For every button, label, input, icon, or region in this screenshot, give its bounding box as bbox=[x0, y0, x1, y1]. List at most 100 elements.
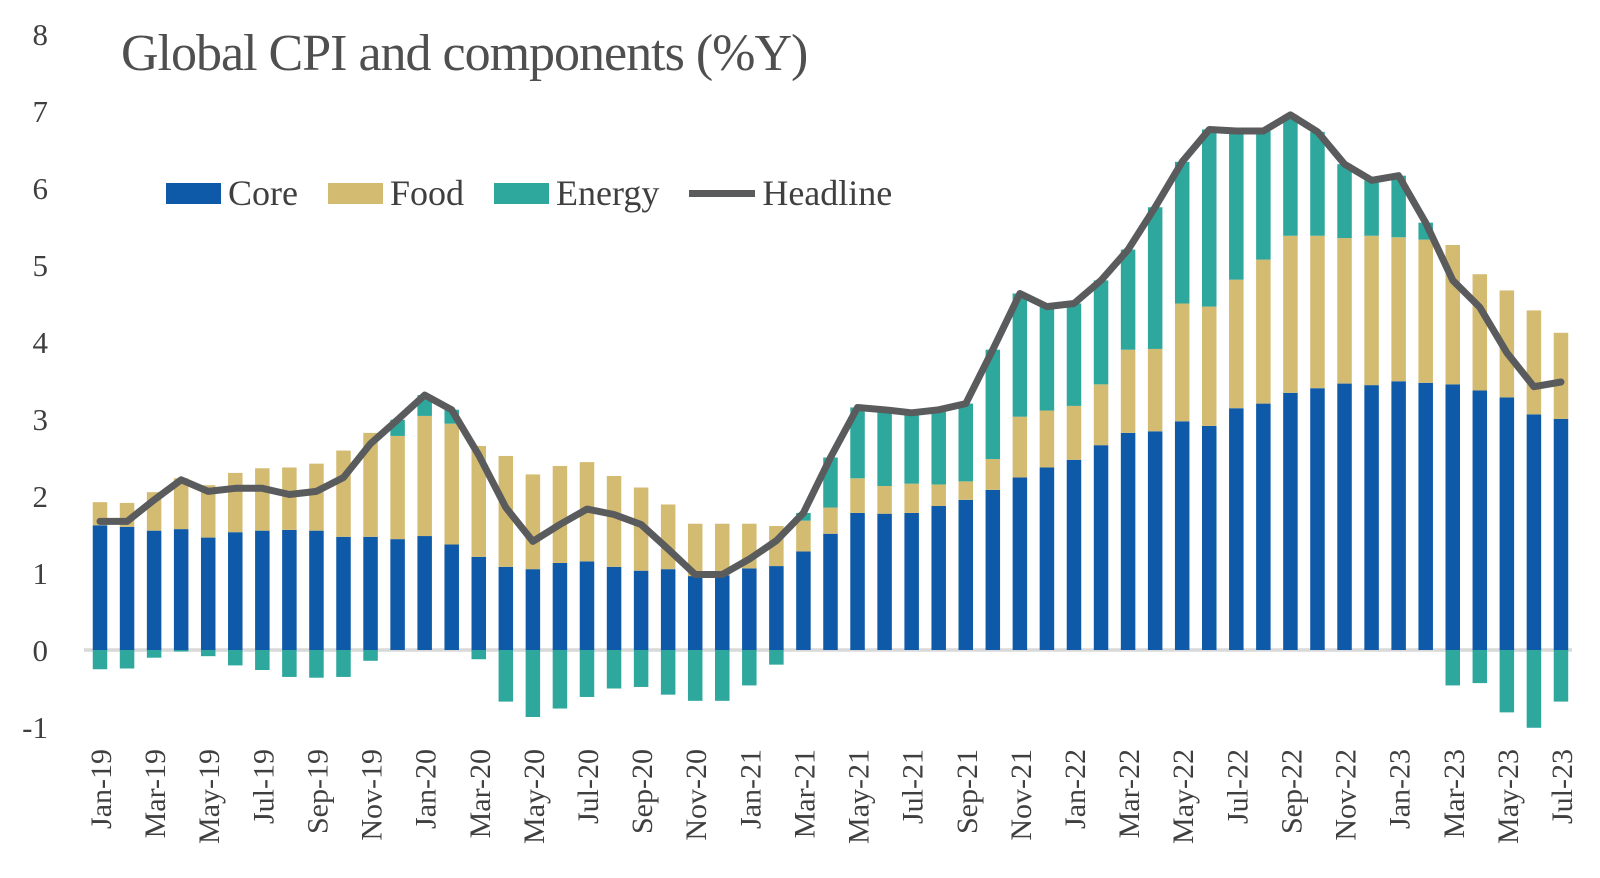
bar-segment-food bbox=[336, 450, 351, 537]
bar-segment-core bbox=[687, 576, 703, 650]
bar-segment-energy bbox=[255, 650, 270, 671]
bar-segment-food bbox=[1202, 306, 1217, 426]
bar-segment-core bbox=[796, 551, 811, 650]
legend-item-food: Food bbox=[327, 172, 464, 214]
x-axis-tick-label: Jul-21 bbox=[897, 749, 930, 824]
bar-segment-energy bbox=[1093, 280, 1109, 385]
x-axis-tick-label: Sep-20 bbox=[626, 749, 659, 834]
bar-segment-food bbox=[1256, 259, 1271, 404]
bar-segment-core bbox=[92, 525, 108, 650]
bar-segment-energy bbox=[146, 650, 162, 658]
x-axis-tick-label: Nov-20 bbox=[680, 749, 713, 841]
bar-segment-core bbox=[173, 529, 189, 650]
x-axis-tick-label: Jul-20 bbox=[572, 749, 605, 824]
bar-segment-core bbox=[200, 537, 216, 650]
x-axis-tick-label: Mar-19 bbox=[139, 749, 172, 838]
bar-segment-core bbox=[633, 570, 649, 650]
bar-segment-core bbox=[363, 536, 378, 650]
bar-segment-energy bbox=[498, 650, 514, 702]
bar-segment-food bbox=[850, 478, 865, 513]
bar-segment-core bbox=[1283, 392, 1298, 650]
bar-segment-food bbox=[1391, 237, 1406, 382]
bar-segment-energy bbox=[985, 349, 1001, 460]
bar-segment-food bbox=[417, 415, 432, 537]
bar-segment-core bbox=[1120, 432, 1136, 650]
bar-segment-core bbox=[958, 499, 974, 650]
bar-segment-energy bbox=[633, 650, 649, 687]
bar-segment-energy bbox=[742, 650, 757, 686]
x-axis-tick-label: Nov-19 bbox=[356, 749, 389, 841]
bar-segment-core bbox=[1147, 431, 1163, 650]
bar-segment-core bbox=[1093, 445, 1109, 650]
bar-segment-energy bbox=[1256, 131, 1271, 260]
bar-segment-core bbox=[1472, 390, 1488, 650]
legend-label-core: Core bbox=[228, 173, 298, 213]
bar-segment-energy bbox=[200, 650, 216, 657]
bar-segment-energy bbox=[1499, 650, 1515, 713]
bar-segment-energy bbox=[92, 650, 108, 670]
bar-segment-energy bbox=[660, 650, 676, 695]
y-axis-tick-label: 8 bbox=[33, 17, 49, 52]
x-axis-tick-label: Mar-20 bbox=[464, 749, 497, 838]
bar-segment-core bbox=[1012, 477, 1028, 650]
bar-segment-core bbox=[282, 529, 297, 650]
x-axis-tick-label: Mar-21 bbox=[788, 749, 821, 838]
bar-segment-food bbox=[390, 435, 405, 540]
x-axis-tick-label: Nov-21 bbox=[1005, 749, 1038, 841]
x-axis-tick-label: Mar-22 bbox=[1113, 749, 1146, 838]
bar-segment-food bbox=[1337, 238, 1352, 384]
bar-segment-energy bbox=[1229, 131, 1244, 280]
y-axis-tick-label: 4 bbox=[33, 325, 49, 360]
bar-segment-food bbox=[525, 474, 541, 570]
bar-segment-core bbox=[1418, 382, 1433, 650]
bar-segment-core bbox=[660, 569, 676, 650]
bar-segment-energy bbox=[687, 650, 703, 701]
bar-segment-core bbox=[1256, 403, 1271, 650]
x-axis-tick-label: Mar-23 bbox=[1438, 749, 1471, 838]
bar-segment-energy bbox=[1337, 164, 1352, 239]
bar-segment-food bbox=[200, 485, 216, 538]
bar-segment-food bbox=[877, 485, 892, 514]
bar-segment-energy bbox=[877, 409, 892, 486]
y-axis-tick-label: 6 bbox=[33, 171, 49, 206]
bar-segment-food bbox=[173, 478, 189, 530]
bar-segment-energy bbox=[1364, 180, 1379, 236]
bar-segment-energy bbox=[1445, 650, 1460, 686]
bar-segment-energy bbox=[579, 650, 595, 697]
bar-segment-food bbox=[958, 481, 974, 500]
x-axis-tick-label: Jul-23 bbox=[1546, 749, 1579, 824]
x-axis-tick-label: Jan-21 bbox=[734, 749, 767, 829]
chart-title: Global CPI and components (%Y) bbox=[121, 25, 808, 82]
bar-segment-core bbox=[228, 532, 243, 650]
bar-segment-core bbox=[1445, 384, 1460, 650]
bar-segment-core bbox=[769, 566, 784, 650]
bar-segment-energy bbox=[958, 403, 974, 482]
bar-segment-core bbox=[850, 512, 865, 650]
bar-segment-food bbox=[1364, 235, 1379, 386]
bar-segment-core bbox=[931, 506, 946, 650]
bar-segment-energy bbox=[525, 650, 541, 717]
bar-segment-food bbox=[309, 463, 324, 531]
bar-segment-energy bbox=[471, 650, 487, 660]
bar-segment-core bbox=[985, 489, 1001, 650]
bar-segment-core bbox=[1310, 388, 1325, 650]
x-axis-tick-label: Jan-22 bbox=[1059, 749, 1092, 829]
bar-segment-energy bbox=[850, 407, 865, 479]
bar-segment-core bbox=[1364, 385, 1379, 650]
x-axis-tick-label: May-21 bbox=[843, 749, 876, 844]
bar-segment-energy bbox=[1391, 175, 1406, 238]
bar-segment-core bbox=[1229, 408, 1244, 650]
bar-segment-food bbox=[1553, 332, 1569, 419]
bar-segment-food bbox=[444, 423, 459, 545]
headline-line-swatch-icon bbox=[689, 189, 756, 197]
bar-segment-core bbox=[1499, 397, 1515, 650]
bar-segment-food bbox=[1012, 416, 1028, 478]
x-axis-tick-label: Sep-21 bbox=[951, 749, 984, 834]
bar-segment-energy bbox=[119, 650, 135, 669]
bar-segment-core bbox=[1174, 421, 1190, 650]
bar-segment-energy bbox=[1202, 129, 1217, 307]
bar-segment-core bbox=[1066, 459, 1082, 650]
bar-segment-food bbox=[1120, 349, 1136, 433]
y-axis-tick-label: 0 bbox=[33, 633, 49, 668]
bar-segment-energy bbox=[606, 650, 622, 689]
